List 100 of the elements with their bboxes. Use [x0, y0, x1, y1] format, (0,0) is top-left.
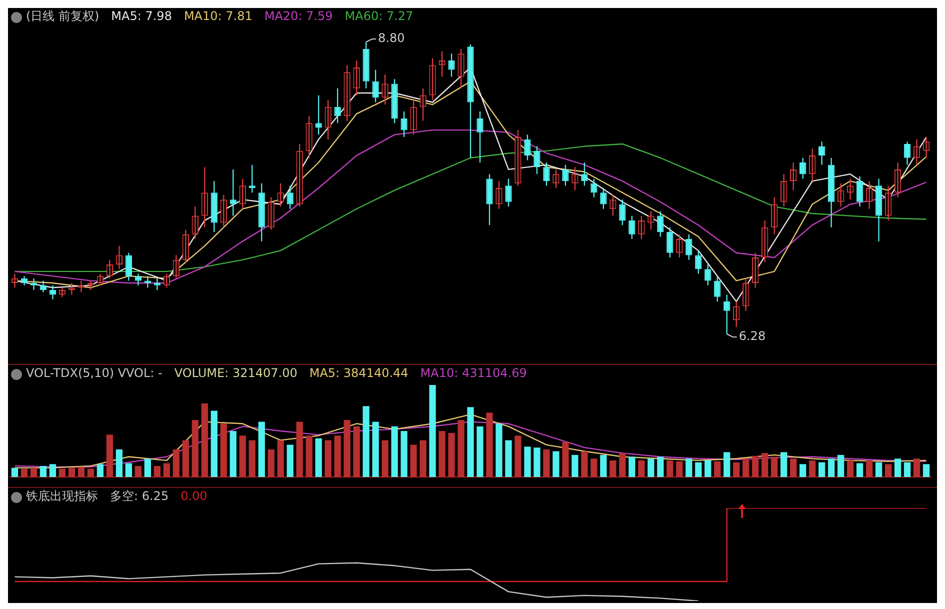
chart-title: VOL-TDX(5,10) VVOL: -	[26, 366, 162, 380]
bar	[362, 406, 370, 477]
bar	[429, 385, 436, 477]
bar	[296, 422, 303, 477]
bar	[904, 462, 911, 477]
bar	[49, 464, 56, 477]
candlestick	[68, 283, 76, 295]
bar	[856, 463, 864, 477]
bar	[818, 462, 826, 477]
bar	[628, 456, 636, 477]
bar	[600, 454, 607, 477]
bar	[201, 403, 208, 477]
annotation: 6.28	[738, 329, 766, 344]
bar	[438, 431, 446, 477]
bar	[884, 464, 892, 477]
chart-title: 铁底出现指标	[25, 489, 98, 504]
bar	[695, 462, 702, 477]
bar	[68, 468, 76, 477]
bar	[134, 466, 142, 477]
text: MA20: 7.59	[264, 9, 333, 24]
bar	[742, 458, 750, 477]
bar	[733, 462, 740, 477]
bar	[704, 460, 712, 477]
bar	[476, 426, 484, 477]
bar	[239, 436, 246, 477]
bar	[210, 410, 218, 477]
text: VOLUME: 321407.00	[174, 366, 298, 380]
bar	[353, 426, 360, 477]
bar	[344, 420, 350, 477]
bar	[875, 462, 882, 477]
bar	[543, 449, 550, 477]
bar	[799, 464, 806, 477]
bar	[714, 461, 721, 477]
bar	[20, 468, 28, 477]
bar	[524, 446, 531, 477]
bar	[87, 468, 94, 477]
bar	[724, 452, 730, 477]
bar	[334, 436, 341, 477]
text: MA60: 7.27	[344, 9, 414, 24]
bar	[913, 458, 920, 477]
bar	[182, 440, 189, 477]
bar	[922, 464, 930, 477]
bar	[420, 440, 426, 477]
bar	[638, 460, 645, 477]
bar	[11, 468, 18, 477]
bar	[248, 440, 256, 477]
bar	[771, 456, 778, 477]
candlestick	[87, 280, 94, 290]
text: MA5: 384140.44	[309, 366, 408, 380]
bar	[534, 448, 540, 477]
bar	[125, 463, 132, 477]
bar	[268, 449, 274, 477]
bar	[172, 449, 180, 477]
chart-title: (日线 前复权)	[26, 9, 100, 24]
bar	[277, 440, 284, 477]
bar	[562, 442, 569, 477]
bar	[382, 440, 388, 477]
bar	[581, 451, 588, 477]
bar	[324, 440, 332, 477]
bar	[762, 453, 768, 477]
text: MA10: 7.81	[184, 9, 252, 24]
bar	[657, 456, 664, 477]
bar	[154, 466, 160, 477]
bar	[144, 458, 151, 477]
bar	[458, 420, 464, 477]
bar	[505, 440, 512, 477]
bar	[572, 454, 578, 477]
bar	[837, 454, 844, 477]
bar	[306, 436, 312, 477]
bar	[96, 464, 104, 477]
bar	[828, 458, 835, 477]
bar	[676, 461, 683, 477]
bar	[790, 458, 797, 477]
text: 0.00	[180, 489, 208, 504]
bar	[780, 452, 788, 477]
bar	[648, 458, 654, 477]
bar	[106, 434, 114, 477]
bar	[220, 424, 227, 477]
bar	[486, 412, 493, 477]
bar	[78, 466, 85, 477]
bar	[552, 451, 560, 477]
bar	[400, 431, 408, 477]
text: MA10: 431104.69	[420, 366, 527, 380]
bar	[286, 444, 294, 477]
bar	[315, 438, 322, 477]
bar	[116, 449, 123, 477]
bar	[40, 466, 47, 477]
bar	[496, 424, 502, 477]
bar	[163, 463, 170, 477]
bar	[372, 422, 379, 477]
bar	[192, 420, 198, 477]
annotation: 8.80	[378, 31, 405, 46]
bar	[619, 453, 626, 477]
bar	[590, 458, 598, 477]
bar	[258, 422, 265, 477]
bar	[808, 460, 816, 477]
bar	[230, 431, 236, 477]
bar	[448, 432, 455, 477]
bar	[514, 436, 522, 477]
bar	[846, 460, 854, 477]
